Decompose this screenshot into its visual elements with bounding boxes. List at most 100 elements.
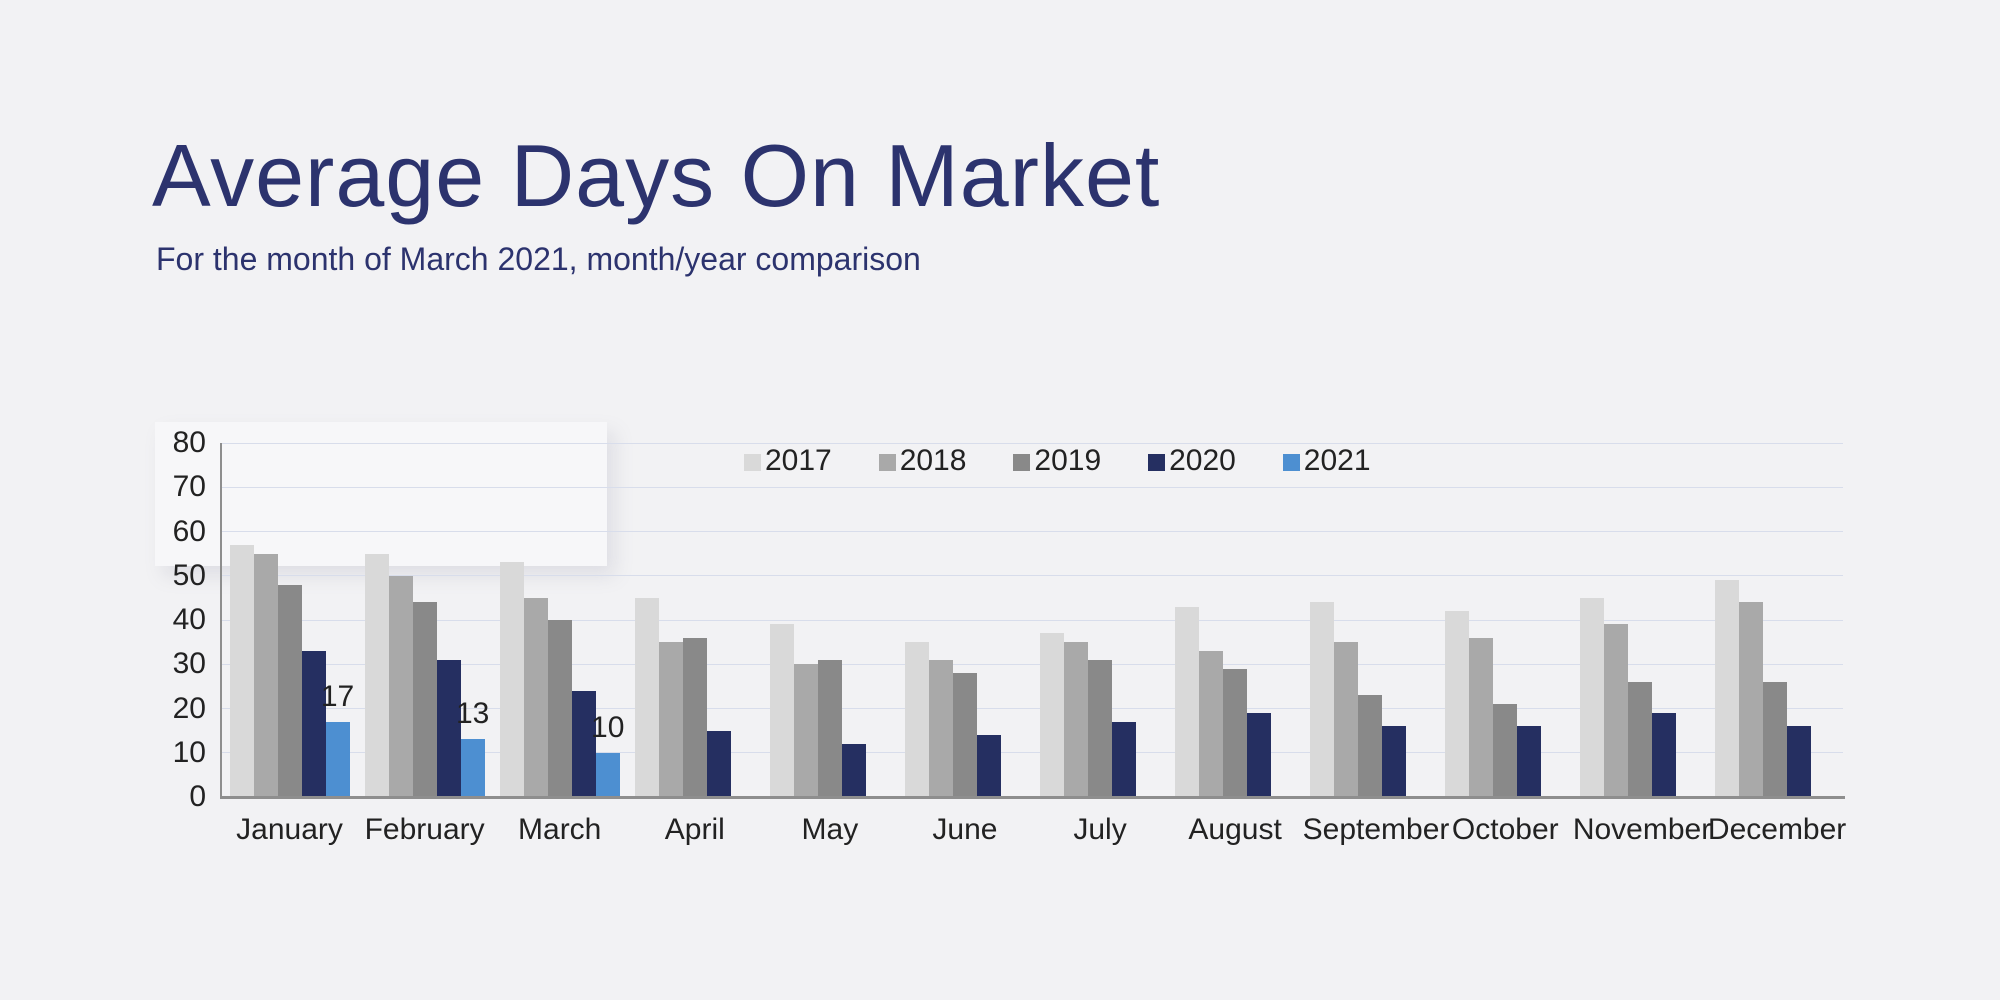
gridline <box>222 486 1843 488</box>
bar-2019-march <box>547 620 572 797</box>
y-axis-tick-label: 50 <box>172 558 206 592</box>
bar-2019-november <box>1628 681 1653 797</box>
bar-2019-august <box>1223 668 1248 797</box>
gridline <box>222 708 1843 709</box>
bar-2021-february <box>460 739 485 797</box>
legend-label: 2019 <box>1034 444 1102 477</box>
y-axis-tick-label: 20 <box>172 691 206 725</box>
y-axis-tick-label: 80 <box>172 426 206 459</box>
legend-label: 2018 <box>899 444 967 477</box>
x-axis-label: May <box>801 813 859 846</box>
y-axis-tick-label: 30 <box>172 647 206 681</box>
bar-value-label: 10 <box>591 710 625 744</box>
legend-item-2018: 2018 <box>878 444 967 478</box>
bar-value-label: 13 <box>455 697 490 731</box>
bar-2018-january <box>253 553 278 797</box>
bar-2020-november <box>1652 712 1677 797</box>
y-axis-tick-label: 60 <box>172 514 206 548</box>
y-axis-tick-label: 10 <box>172 735 206 769</box>
y-axis-tick-label: 40 <box>172 603 206 636</box>
bar-2020-february <box>436 659 461 797</box>
x-axis-label: March <box>518 813 602 846</box>
bar-2018-august <box>1199 650 1224 797</box>
bar-2018-september <box>1334 642 1359 797</box>
x-axis-label: September <box>1302 813 1450 846</box>
bar-2017-march <box>499 562 524 797</box>
legend-label: 2021 <box>1303 444 1371 477</box>
legend-swatch-2018 <box>878 454 896 471</box>
legend-item-2017: 2017 <box>744 444 832 478</box>
bar-2017-november <box>1580 597 1605 797</box>
bar-2018-april <box>658 642 683 797</box>
bar-2017-may <box>769 624 794 797</box>
gridline <box>222 575 1843 577</box>
bar-2019-april <box>682 637 707 797</box>
x-axis-label: October <box>1451 813 1559 846</box>
bar-2020-august <box>1247 712 1272 797</box>
bar-2020-july <box>1112 721 1137 797</box>
bar-2017-december <box>1715 580 1740 797</box>
bar-2017-february <box>364 553 389 797</box>
x-axis-line <box>220 796 1845 799</box>
bar-2017-april <box>634 597 659 797</box>
gridline <box>222 442 1843 444</box>
gridline <box>222 531 1843 532</box>
background-panel <box>155 422 607 566</box>
bar-2018-december <box>1739 602 1764 797</box>
bar-2020-september <box>1382 726 1407 797</box>
bar-2019-december <box>1763 681 1788 797</box>
bar-2018-june <box>928 659 953 797</box>
bar-2020-october <box>1517 726 1542 797</box>
legend-label: 2017 <box>765 444 832 477</box>
bar-2017-july <box>1040 633 1065 797</box>
legend-swatch-2017 <box>744 454 761 471</box>
x-axis-label: February <box>364 813 485 846</box>
page-subtitle: For the month of March 2021, month/year … <box>156 241 921 277</box>
page-title: Average Days On Market <box>152 126 1161 225</box>
bar-2017-august <box>1175 606 1200 797</box>
bar-2019-july <box>1088 659 1113 797</box>
x-axis-label: June <box>932 813 998 846</box>
y-axis-line <box>220 443 222 799</box>
bar-2020-january <box>301 650 326 797</box>
bar-2019-october <box>1493 704 1518 797</box>
bar-2021-january <box>325 721 350 797</box>
bar-2020-december <box>1787 726 1812 797</box>
bar-2018-november <box>1604 624 1629 797</box>
bar-2020-april <box>706 730 731 797</box>
bar-2018-may <box>793 664 818 797</box>
bar-2019-june <box>952 673 977 797</box>
bar-2019-september <box>1358 695 1383 797</box>
gridline <box>222 663 1843 665</box>
legend-swatch-2020 <box>1148 454 1166 471</box>
bar-2021-march <box>595 752 620 797</box>
y-axis-tick-label: 70 <box>172 470 206 504</box>
bar-2018-july <box>1064 642 1089 797</box>
bar-2018-october <box>1469 637 1494 797</box>
x-axis-label: July <box>1073 813 1127 846</box>
x-axis-label: November <box>1572 813 1712 846</box>
x-axis-label: April <box>664 813 725 846</box>
x-axis-label: August <box>1188 813 1282 846</box>
bar-2019-february <box>412 602 437 797</box>
bar-2020-june <box>976 735 1001 797</box>
gridline <box>222 619 1843 621</box>
bar-2017-june <box>904 642 929 797</box>
gridline <box>222 752 1843 754</box>
bar-2018-march <box>523 597 548 797</box>
bar-2019-january <box>277 584 302 797</box>
bar-2018-february <box>388 575 413 797</box>
bar-2020-march <box>571 690 596 797</box>
legend-item-2021: 2021 <box>1282 444 1371 478</box>
bar-2017-january <box>229 544 254 797</box>
legend-item-2019: 2019 <box>1013 444 1101 478</box>
legend-swatch-2019 <box>1013 454 1031 471</box>
plot-area: 17 13 10 <box>222 442 1843 797</box>
x-axis-label: January <box>236 813 343 846</box>
legend-label: 2020 <box>1169 444 1236 477</box>
bar-2019-may <box>817 659 842 797</box>
bar-value-label: 17 <box>320 679 355 713</box>
legend-item-2020: 2020 <box>1148 444 1236 478</box>
bar-2017-october <box>1445 611 1470 797</box>
